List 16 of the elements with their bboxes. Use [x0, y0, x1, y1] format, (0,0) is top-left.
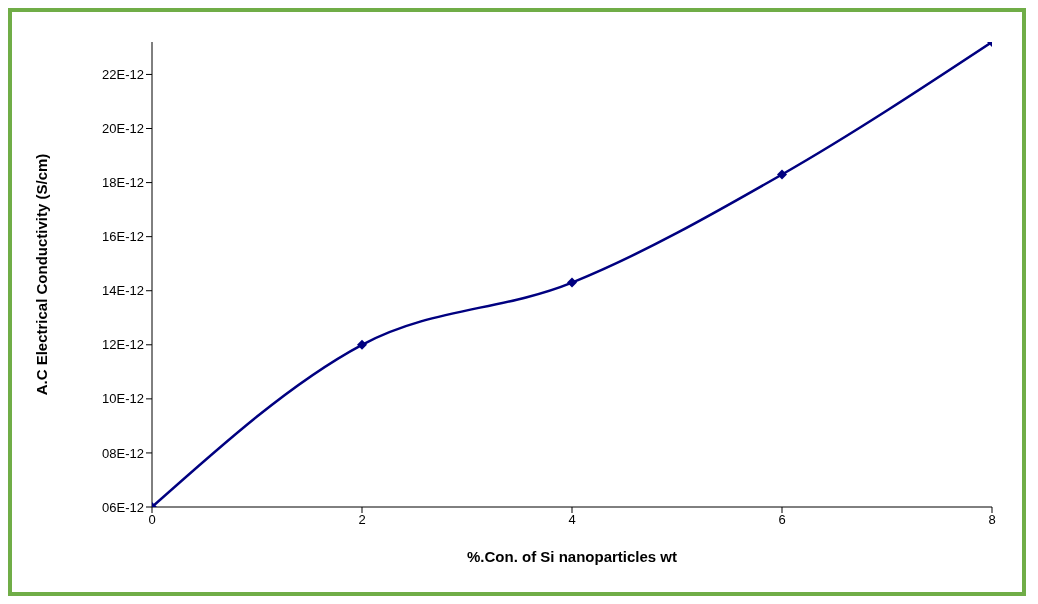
- y-tick-label: 18E-12: [102, 175, 144, 191]
- x-tick-label: 4: [568, 512, 576, 528]
- y-tick-label: 16E-12: [102, 229, 144, 245]
- x-tick-label: 2: [358, 512, 366, 528]
- x-tick-label: 8: [988, 512, 996, 528]
- x-axis-title: %.Con. of Si nanoparticles wt: [466, 548, 678, 565]
- y-tick-label: 10E-12: [102, 391, 144, 407]
- x-tick-label: 0: [148, 512, 156, 528]
- y-tick-label: 22E-12: [102, 67, 144, 83]
- y-tick-label: 12E-12: [102, 337, 144, 353]
- y-tick-label: 06E-12: [102, 499, 144, 515]
- y-axis-title: A.C Electrical Conductivity (S/cm): [33, 153, 51, 396]
- y-tick-label: 08E-12: [102, 445, 144, 461]
- y-tick-label: 14E-12: [102, 283, 144, 299]
- y-tick-label: 20E-12: [102, 121, 144, 137]
- x-tick-label: 6: [778, 512, 786, 528]
